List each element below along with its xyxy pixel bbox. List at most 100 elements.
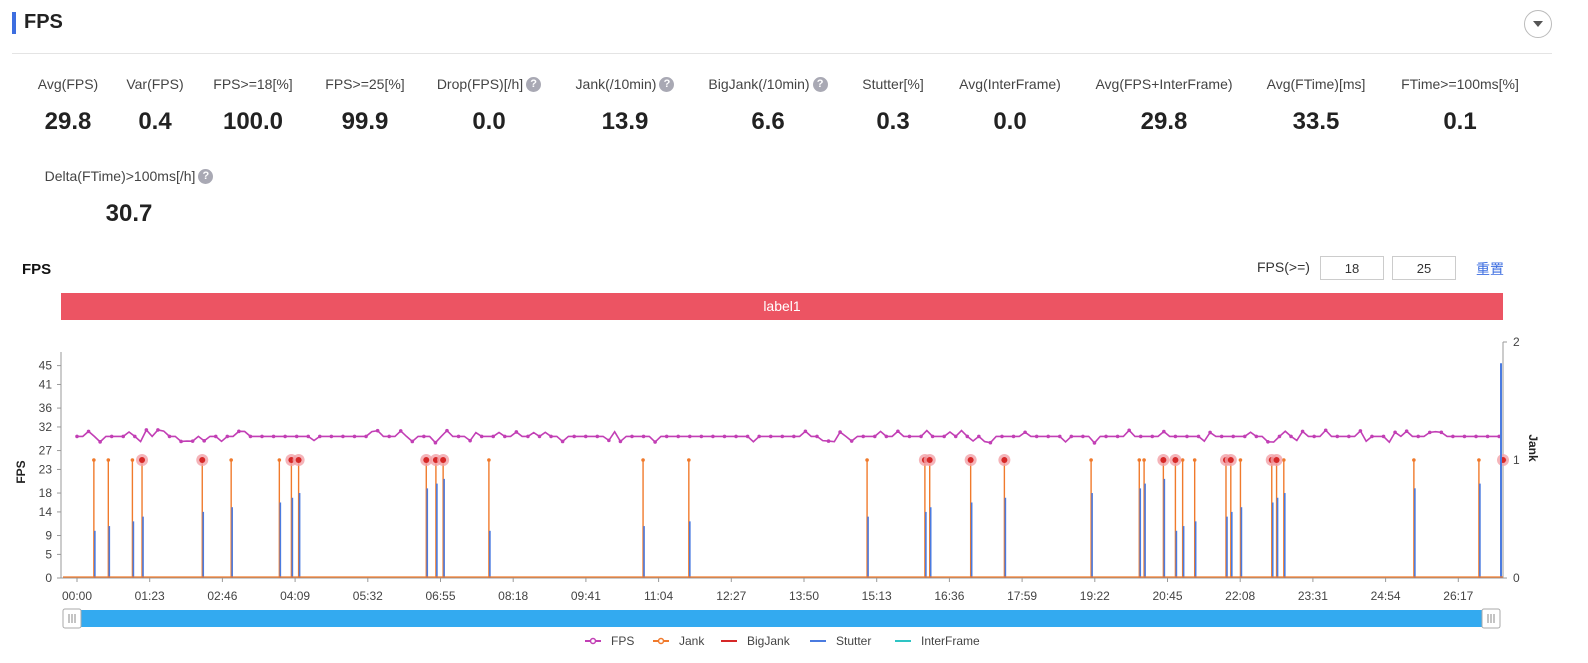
fps-point: [190, 439, 195, 443]
help-icon[interactable]: ?: [526, 76, 542, 92]
label-band[interactable]: label1: [61, 293, 1503, 320]
metric-card: Drop(FPS)[/h]? 0.0: [389, 76, 589, 136]
fps-point: [1034, 434, 1039, 439]
metric-label-text: Jank(/10min): [575, 76, 657, 92]
bigjank-point: [1001, 457, 1008, 463]
fps-point: [1427, 430, 1432, 435]
legend-label: FPS: [611, 634, 634, 648]
fps-point: [1416, 434, 1421, 439]
metric-card: FTime>=100ms[%] 0.1: [1360, 76, 1560, 136]
metric-value: 0.3: [876, 108, 910, 135]
fps-point: [109, 434, 114, 439]
fps-point: [75, 434, 79, 439]
metric-label-text: Var(FPS): [126, 76, 184, 92]
fps-point: [861, 434, 866, 439]
jank-point: [1282, 458, 1286, 462]
fps-point: [167, 434, 172, 439]
fps-point: [872, 434, 877, 439]
metric-value: 99.9: [341, 108, 389, 135]
fps-point: [1196, 434, 1201, 439]
fps-point: [618, 439, 623, 444]
jank-point: [1238, 458, 1243, 462]
fps-point: [988, 440, 993, 445]
fps-point: [526, 434, 530, 439]
threshold-label: FPS(>=): [1257, 259, 1310, 275]
threshold-high-input[interactable]: [1392, 256, 1456, 280]
legend-item[interactable]: BigJank: [721, 634, 791, 648]
y2-axis-label: Jank: [1526, 434, 1540, 462]
metric-card: Var(FPS) 0.4: [55, 76, 255, 136]
fps-point: [734, 434, 738, 439]
metric-value: 0.1: [1443, 108, 1477, 135]
x-tick-label: 23:31: [1298, 589, 1328, 603]
legend-label: InterFrame: [921, 634, 980, 648]
fps-point: [1150, 434, 1155, 439]
fps-point: [653, 440, 657, 444]
help-icon[interactable]: ?: [659, 76, 675, 92]
x-tick-label: 12:27: [716, 589, 746, 603]
fps-point: [560, 439, 565, 444]
legend-item[interactable]: Jank: [653, 634, 705, 648]
fps-point: [1011, 434, 1016, 439]
help-icon[interactable]: ?: [198, 168, 214, 184]
y-tick-label: 9: [45, 529, 52, 543]
fps-point: [745, 434, 750, 439]
fps-point: [491, 434, 496, 439]
fps-point: [1254, 434, 1259, 439]
fps-point: [699, 434, 704, 439]
fps-point: [1231, 434, 1236, 439]
legend-item[interactable]: FPS: [585, 634, 634, 648]
metric-label-text: Avg(InterFrame): [959, 76, 1061, 92]
jank-point: [229, 458, 233, 462]
fps-point: [572, 434, 576, 439]
y-axis-label: FPS: [14, 460, 28, 483]
metric-label-text: FTime>=100ms[%]: [1401, 76, 1519, 92]
x-tick-label: 20:45: [1152, 589, 1182, 603]
fps-series-line: [77, 428, 1500, 445]
reset-link[interactable]: 重置: [1476, 261, 1504, 277]
collapse-button[interactable]: [1524, 10, 1552, 38]
fps-point: [410, 439, 415, 444]
fps-chart[interactable]: 0 5 9 14 18 23 27 32 36 41 45 0 1 2 FPS Jank 00:00 01:23 0…: [0, 330, 1588, 663]
fps-point: [884, 434, 889, 439]
help-icon[interactable]: ?: [812, 76, 828, 92]
legend-item[interactable]: Stutter: [810, 634, 871, 648]
jank-point: [641, 458, 645, 462]
jank-point: [1089, 458, 1093, 462]
x-tick-label: 17:59: [1007, 589, 1037, 603]
fps-point: [1335, 434, 1340, 439]
fps-point: [849, 439, 854, 443]
metric-value: 30.7: [105, 200, 153, 227]
metric-label-text: Delta(FTime)>100ms[/h]: [44, 168, 196, 184]
metric-value: 0.4: [138, 108, 172, 135]
fps-point: [98, 440, 102, 444]
fps-point: [711, 434, 715, 439]
x-tick-label: 01:23: [135, 589, 165, 603]
fps-point: [1242, 434, 1247, 439]
y-tick-label: 5: [45, 547, 52, 561]
fps-point: [907, 434, 912, 439]
x-tick-label: 11:04: [644, 589, 673, 603]
jank-point: [1137, 458, 1142, 462]
fps-point: [1000, 434, 1004, 439]
fps-point: [202, 439, 206, 443]
legend-label: BigJank: [747, 634, 791, 648]
legend-item[interactable]: InterFrame: [895, 634, 980, 648]
fps-point: [237, 429, 241, 434]
fps-point: [722, 434, 727, 439]
fps-point: [595, 434, 600, 439]
threshold-low-input[interactable]: [1320, 256, 1384, 280]
legend-label: Jank: [679, 634, 705, 648]
chevron-down-icon: [1533, 21, 1543, 27]
metric-label-text: Avg(FTime)[ms]: [1266, 76, 1366, 92]
fps-point: [803, 429, 808, 434]
fps-point: [687, 434, 692, 439]
fps-point: [1462, 434, 1467, 439]
fps-point: [422, 434, 426, 439]
metric-value: 29.8: [44, 108, 92, 135]
fps-point: [1115, 434, 1120, 439]
legend-label: Stutter: [836, 634, 871, 648]
x-tick-label: 09:41: [571, 589, 601, 603]
fps-point: [965, 434, 970, 439]
fps-point: [1023, 430, 1027, 435]
